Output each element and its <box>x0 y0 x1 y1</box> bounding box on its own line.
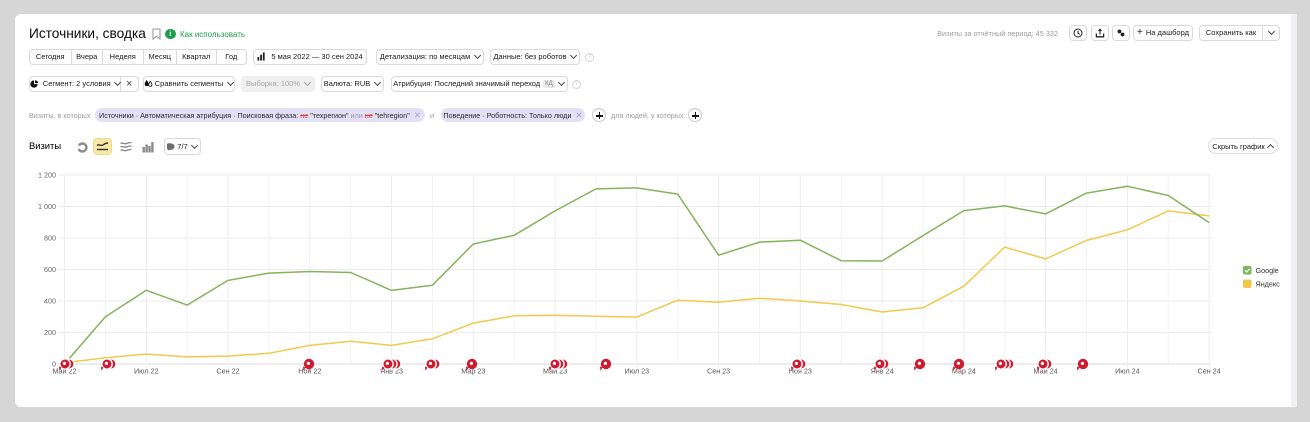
svg-text:Июл 23: Июл 23 <box>625 367 650 376</box>
svg-text:1 200: 1 200 <box>38 171 56 180</box>
svg-text:Сен 22: Сен 22 <box>216 367 239 376</box>
svg-text:Сен 23: Сен 23 <box>707 367 730 376</box>
svg-text:400: 400 <box>44 297 56 306</box>
svg-text:600: 600 <box>44 265 56 274</box>
svg-text:Яндекс: Яндекс <box>1256 279 1281 288</box>
svg-text:0: 0 <box>52 360 56 369</box>
svg-text:800: 800 <box>44 234 56 243</box>
svg-text:Ноя 22: Ноя 22 <box>298 367 321 376</box>
svg-text:Май 23: Май 23 <box>543 367 567 376</box>
svg-text:1 000: 1 000 <box>38 202 56 211</box>
svg-text:Янв 24: Янв 24 <box>871 367 894 376</box>
svg-text:Google: Google <box>1256 266 1279 275</box>
svg-text:Мар 23: Мар 23 <box>461 367 485 376</box>
svg-text:Май 24: Май 24 <box>1034 367 1058 376</box>
svg-text:Май 22: Май 22 <box>52 367 76 376</box>
svg-text:Мар 24: Мар 24 <box>952 367 976 376</box>
svg-text:Июл 22: Июл 22 <box>134 367 159 376</box>
svg-text:200: 200 <box>44 328 56 337</box>
svg-text:Июл 24: Июл 24 <box>1115 367 1140 376</box>
svg-text:Ноя 23: Ноя 23 <box>789 367 812 376</box>
svg-text:Сен 24: Сен 24 <box>1198 367 1221 376</box>
svg-text:Янв 23: Янв 23 <box>380 367 403 376</box>
